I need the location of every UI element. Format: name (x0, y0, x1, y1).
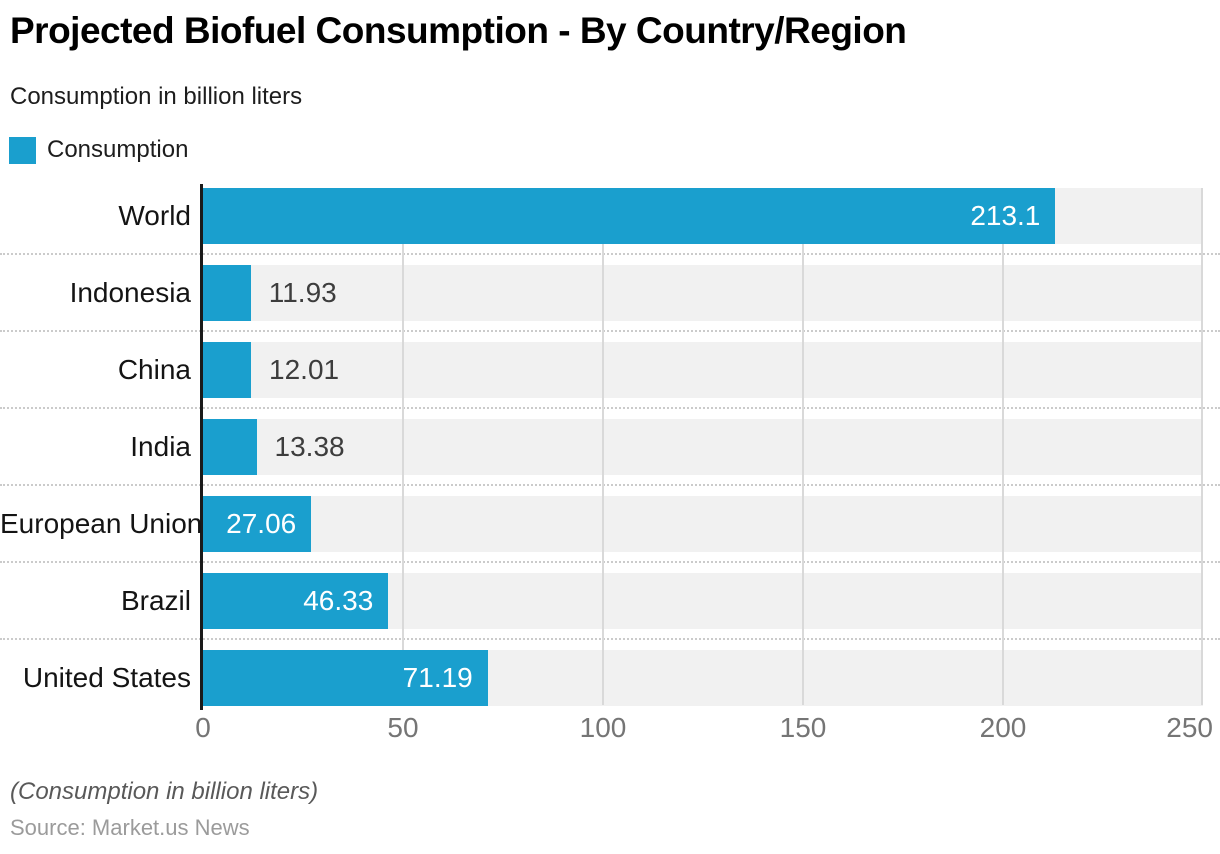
footer-note: (Consumption in billion liters) (10, 778, 319, 805)
bar-track (203, 264, 1203, 321)
bar-rows: World 213.1 Indonesia 11.93 China 12.01 … (0, 178, 1220, 715)
bar-row-brazil: Brazil 46.33 (0, 563, 1220, 640)
bar-row-indonesia: Indonesia 11.93 (0, 255, 1220, 332)
x-tick-label: 0 (195, 712, 211, 743)
bar-row-world: World 213.1 (0, 178, 1220, 255)
category-label: India (130, 430, 191, 462)
x-axis-tick-labels: 0 50 100 150 200 250 (0, 712, 1220, 750)
value-label: 11.93 (268, 276, 337, 308)
value-label: 213.1 (970, 199, 1041, 231)
gridline-200 (1002, 188, 1004, 705)
value-label: 13.38 (274, 430, 345, 462)
bar-track (203, 341, 1203, 398)
bar-european-union (203, 495, 312, 552)
bar-row-european-union: European Union 27.06 (0, 486, 1220, 563)
category-label: Indonesia (69, 276, 191, 308)
bar-india (203, 418, 257, 475)
bar-track (203, 495, 1203, 552)
x-tick-label: 250 (1166, 712, 1213, 743)
legend-swatch-icon (9, 136, 36, 164)
value-label: 46.33 (303, 584, 374, 616)
bar-row-china: China 12.01 (0, 332, 1220, 409)
x-tick-label: 200 (979, 712, 1027, 743)
category-label: World (118, 199, 191, 231)
value-label: 71.19 (402, 661, 473, 693)
bar-united-states (203, 649, 488, 706)
bar-track (203, 418, 1203, 475)
y-axis-line (200, 184, 203, 710)
bar-row-india: India 13.38 (0, 409, 1220, 486)
footer-source: Source: Market.us News (10, 815, 250, 840)
category-label: Brazil (120, 584, 191, 616)
legend: Consumption (9, 136, 188, 164)
value-label: 27.06 (226, 507, 297, 539)
category-label: European Union (0, 507, 203, 539)
bar-china (203, 341, 252, 398)
category-label: United States (22, 661, 191, 693)
legend-label: Consumption (47, 136, 189, 163)
chart-title: Projected Biofuel Consumption - By Count… (10, 10, 907, 51)
gridline-250 (1201, 188, 1203, 705)
bar-world (203, 187, 1056, 244)
plot-area: World 213.1 Indonesia 11.93 China 12.01 … (0, 178, 1220, 715)
bar-indonesia (203, 264, 251, 321)
bar-brazil (203, 572, 389, 629)
category-label: China (117, 353, 191, 385)
x-tick-label: 100 (579, 712, 627, 743)
value-label: 12.01 (269, 353, 340, 385)
gridline-100 (602, 188, 604, 705)
chart-subtitle: Consumption in billion liters (10, 83, 303, 110)
gridline-50 (402, 188, 404, 705)
gridline-150 (802, 188, 804, 705)
x-tick-label: 50 (387, 712, 419, 743)
bar-row-united-states: United States 71.19 (0, 640, 1220, 715)
x-tick-label: 150 (779, 712, 827, 743)
